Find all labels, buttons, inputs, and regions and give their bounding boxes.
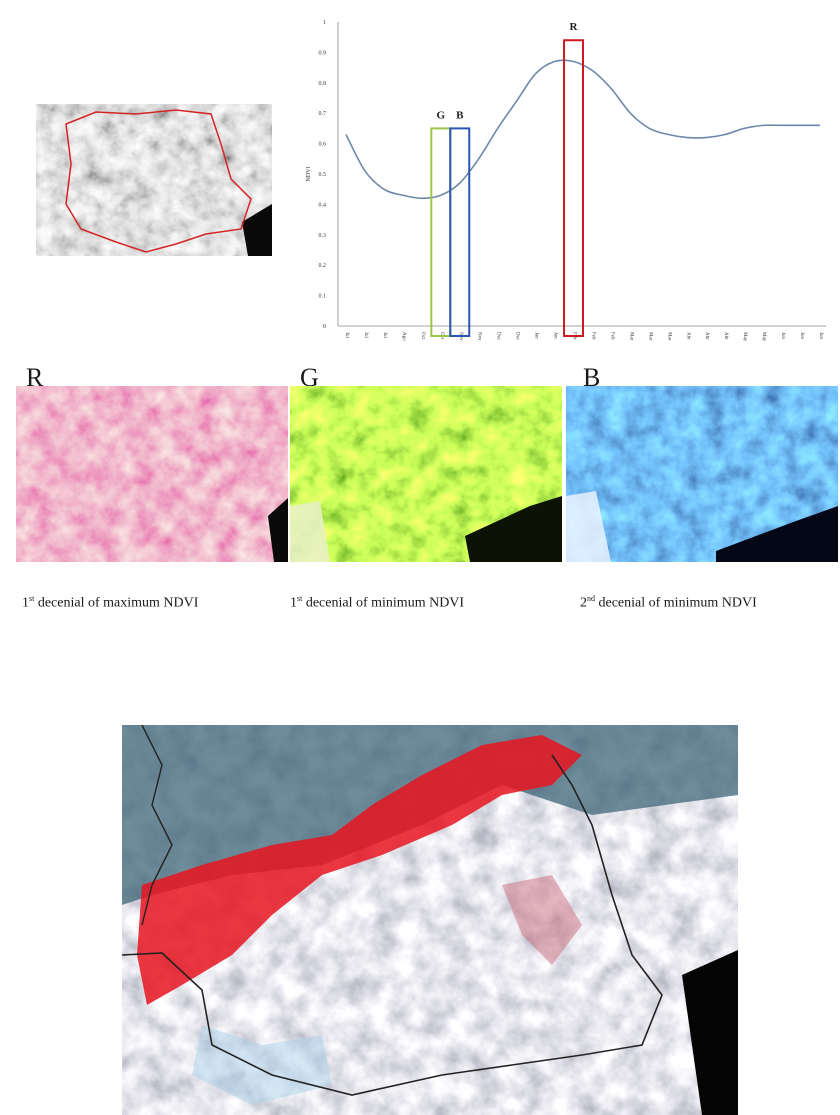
highlight-label-g: G [437, 109, 446, 121]
red-band-raster [16, 386, 288, 562]
caption-min-ndvi-first: 1st decenial of minimum NDVI [290, 594, 465, 611]
y-tick-label: 1 [323, 20, 326, 26]
highlight-label-r: R [570, 21, 579, 33]
rgb-composite-image [122, 725, 738, 1115]
bright-patch [566, 491, 611, 562]
ocean-patch [682, 950, 738, 1115]
x-tick-label: May [761, 332, 766, 342]
highlight-box-r [563, 39, 585, 338]
ndvi-profile-chart: NDVI 0 0.1 0.2 0.3 0.4 0.5 0.6 0.7 0.8 0.9 1 Jul Ju… [306, 20, 826, 342]
state-boundary-line [122, 754, 663, 1096]
highlight-box-g [430, 127, 452, 338]
blue-band-panel [566, 386, 838, 562]
river-boundary-line [141, 725, 173, 926]
blue-band-letter: B [583, 363, 601, 392]
red-band-panel [16, 386, 288, 562]
y-tick-label: 0.7 [319, 111, 327, 117]
highlight-label-b: B [456, 109, 464, 121]
green-band-panel [290, 386, 562, 562]
x-tick-label: Jul [344, 332, 349, 338]
x-tick-label: Nov [477, 332, 482, 341]
dark-patch [465, 496, 562, 562]
y-tick-labels: 0 0.1 0.2 0.3 0.4 0.5 0.6 0.7 0.8 0.9 1 [319, 20, 327, 330]
x-tick-label: Abr [685, 332, 690, 340]
bright-patch [290, 501, 330, 562]
y-tick-label: 0.2 [319, 263, 327, 269]
x-tick-label: May [742, 332, 747, 342]
y-tick-label: 0.6 [319, 142, 327, 148]
x-tick-label: Jul [382, 332, 387, 338]
y-tick-label: 0.8 [319, 81, 327, 87]
y-axis-title: NDVI [306, 167, 312, 182]
x-tick-label: Jan [553, 332, 558, 339]
x-tick-label: Feb [609, 332, 614, 340]
ndvi-grayscale-thumbnail [36, 104, 272, 256]
y-tick-label: 0.9 [319, 50, 327, 56]
x-tick-label: Abr [704, 332, 709, 340]
y-tick-label: 0 [323, 324, 326, 330]
x-tick-label: Feb [590, 332, 595, 340]
y-tick-label: 0.5 [319, 172, 327, 178]
dark-patch [716, 506, 838, 562]
x-tick-label: Dec [496, 332, 501, 341]
y-tick-label: 0.3 [319, 233, 327, 239]
ocean-patch [242, 204, 272, 256]
caption-max-ndvi: 1st decenial of maximum NDVI [22, 594, 199, 611]
x-tick-label: Jun [799, 332, 804, 339]
x-tick-label: Abr [723, 332, 728, 340]
decenial-highlight-boxes: G B R [430, 21, 585, 338]
x-tick-label: Ago [401, 332, 406, 341]
x-tick-label: Mar [666, 332, 671, 341]
x-tick-label: Jun [780, 332, 785, 339]
x-tick-label: Mar [647, 332, 652, 341]
grayscale-raster [36, 104, 272, 256]
x-tick-label: Jan [534, 332, 539, 339]
x-tick-label: Jul [363, 332, 368, 338]
red-band-letter: R [26, 363, 44, 392]
caption-min-ndvi-second: 2nd decenial of minimum NDVI [580, 594, 757, 611]
x-tick-label: Oct [420, 332, 425, 340]
y-tick-label: 0.1 [319, 294, 327, 300]
x-tick-label: Mar [628, 332, 633, 341]
highlight-box-b [449, 127, 471, 338]
x-tick-label: Dec [515, 332, 520, 341]
pink-region [502, 875, 582, 965]
x-tick-label: Jun [818, 332, 823, 339]
y-tick-label: 0.4 [319, 202, 327, 208]
state-boundary-line [65, 109, 252, 253]
ocean-patch [268, 498, 288, 562]
green-band-letter: G [300, 363, 319, 392]
light-blue-region [192, 1025, 332, 1105]
red-high-ndvi-region [137, 735, 582, 1005]
